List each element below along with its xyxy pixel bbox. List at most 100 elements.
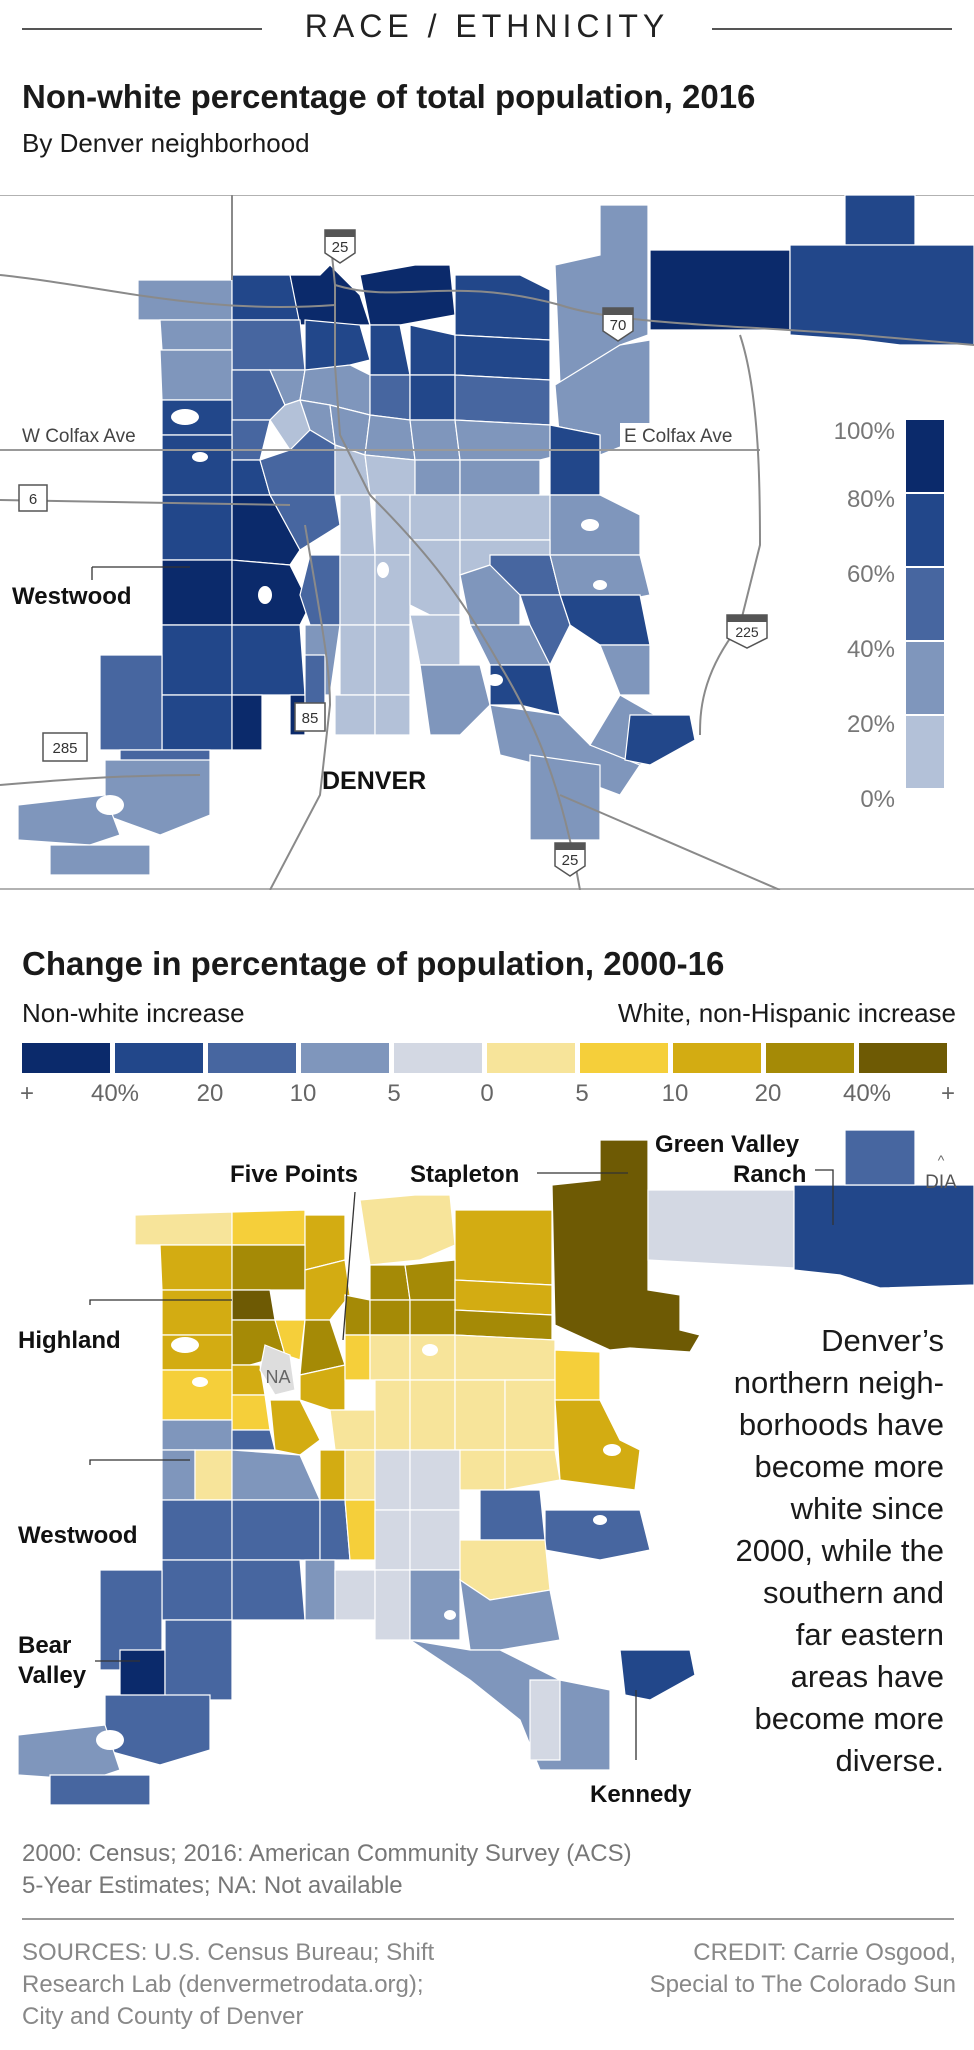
map1-tract-ruby-hill bbox=[231, 694, 263, 751]
map1-legend: 100% 80% 60% 40% 20% 0% bbox=[834, 418, 944, 813]
map2-white-increase-label: White, non-Hispanic increase bbox=[617, 998, 956, 1028]
annotation-line: 2000, while the bbox=[735, 1533, 944, 1568]
lake bbox=[377, 562, 389, 578]
label-westwood-2: Westwood bbox=[18, 1522, 138, 1549]
map2-tract bbox=[161, 1419, 233, 1451]
legend2-swatch-1 bbox=[22, 1043, 110, 1073]
legend2-label-10-right: 10 bbox=[661, 1080, 689, 1107]
map2-tract bbox=[104, 1694, 211, 1766]
annotation-line: far eastern bbox=[795, 1617, 944, 1652]
map1-tract bbox=[599, 644, 651, 696]
label-kennedy: Kennedy bbox=[590, 1781, 692, 1808]
map1-nonwhite-2016: 25 70 6 225 85 285 25 W bbox=[0, 195, 974, 890]
map2-lakes bbox=[96, 1337, 621, 1750]
road-us85 bbox=[269, 524, 332, 890]
label-highland: Highland bbox=[18, 1327, 121, 1354]
legend1-label-0: 0% bbox=[860, 786, 895, 813]
map2-tract bbox=[231, 1394, 271, 1431]
legend2-swatch-7 bbox=[580, 1043, 668, 1073]
map2-tract-hampden bbox=[409, 1639, 611, 1771]
lake bbox=[171, 1337, 199, 1353]
map2-tract bbox=[161, 1289, 233, 1336]
legend1-label-100: 100% bbox=[834, 418, 895, 445]
map1-tract bbox=[304, 319, 371, 371]
map2-neighborhoods bbox=[17, 1129, 974, 1806]
map1-tract bbox=[454, 334, 551, 381]
map1-tract bbox=[339, 554, 376, 626]
label-westwood: Westwood bbox=[12, 583, 132, 610]
map2-tract-westwood bbox=[161, 1499, 233, 1561]
map1-roads bbox=[0, 195, 974, 890]
map1-tract-hampden bbox=[489, 704, 641, 796]
sources-line: City and County of Denver bbox=[22, 2003, 304, 2030]
map1-tract bbox=[374, 624, 411, 696]
lake bbox=[422, 1344, 438, 1356]
credit: CREDIT: Carrie Osgood, Special to The Co… bbox=[650, 1937, 956, 2001]
road-label-e-colfax: E Colfax Ave bbox=[624, 426, 732, 447]
legend1-swatch-60-80 bbox=[906, 494, 944, 566]
map1-tract-gvr bbox=[789, 244, 974, 346]
road-southeast bbox=[559, 794, 781, 890]
lake bbox=[593, 1515, 607, 1525]
map2-annotation: Denver’s northern neigh- borhoods have b… bbox=[644, 1320, 944, 1782]
map1-subtitle: By Denver neighborhood bbox=[22, 128, 310, 158]
shield-us6: 6 bbox=[18, 484, 48, 512]
legend2-label-40-right: 40% bbox=[842, 1080, 892, 1107]
map2-tract bbox=[231, 1499, 321, 1561]
label-denver: DENVER bbox=[322, 767, 426, 795]
map2-tract bbox=[554, 1399, 641, 1491]
legend2-swatch-10 bbox=[859, 1043, 947, 1073]
map2-tract-bear-valley bbox=[119, 1649, 166, 1701]
map2-tract bbox=[374, 1569, 411, 1641]
map2-tract-kennedy bbox=[619, 1649, 696, 1701]
annotation-line: white since bbox=[790, 1491, 944, 1526]
legend2-label-5-right: 5 bbox=[575, 1080, 589, 1107]
map2-tract bbox=[454, 1279, 553, 1316]
label-bear-valley-1: Bear bbox=[18, 1632, 71, 1659]
legend2-label-20-left: 20 bbox=[196, 1080, 224, 1107]
map2-tract bbox=[231, 1209, 306, 1246]
annotation-line: areas have bbox=[790, 1659, 944, 1694]
map2-tract bbox=[231, 1429, 276, 1451]
map1-title: Non-white percentage of total population… bbox=[22, 78, 756, 115]
map2-tract bbox=[454, 1379, 506, 1451]
kicker-text: RACE / ETHNICITY bbox=[290, 8, 684, 44]
map2-change-2000-16: Five Points Stapleton Green Valley Ranch… bbox=[17, 1129, 974, 1808]
map2-tract bbox=[454, 1209, 553, 1286]
legend2-swatch-9 bbox=[766, 1043, 854, 1073]
footer-divider bbox=[22, 1918, 954, 1920]
legend2-swatch-2 bbox=[115, 1043, 203, 1073]
legend2-swatch-3 bbox=[208, 1043, 296, 1073]
map1-tract bbox=[414, 459, 461, 496]
shield-us85: 85 bbox=[294, 702, 326, 732]
lake bbox=[487, 674, 503, 686]
map2-tract-highland bbox=[231, 1289, 276, 1321]
map1-tract bbox=[419, 664, 491, 736]
map2-tract bbox=[409, 1509, 461, 1571]
annotation-line: become more bbox=[754, 1701, 944, 1736]
road-label-w-colfax: W Colfax Ave bbox=[22, 426, 136, 447]
map2-tract bbox=[479, 1489, 546, 1541]
map1-tract bbox=[409, 494, 461, 541]
legend2-label-0: 0 bbox=[480, 1080, 494, 1107]
lake bbox=[581, 519, 599, 531]
map1-tract bbox=[844, 195, 916, 246]
shield-us285-label: 285 bbox=[52, 740, 77, 757]
map1-tract bbox=[17, 794, 121, 846]
annotation-line: diverse. bbox=[835, 1743, 944, 1778]
legend2-label-plus-left: + bbox=[19, 1080, 35, 1107]
map1-tract bbox=[99, 654, 163, 751]
map2-tract-gvr bbox=[793, 1184, 974, 1289]
label-dia: DIA bbox=[925, 1172, 957, 1193]
shield-i25-bottom: 25 bbox=[554, 842, 586, 877]
legend1-label-60: 60% bbox=[847, 561, 895, 588]
map1-tract bbox=[549, 424, 601, 496]
map1-tract bbox=[339, 494, 376, 556]
map2-tract bbox=[334, 1569, 376, 1621]
map2-tract bbox=[504, 1379, 556, 1451]
road-i25-north bbox=[329, 234, 371, 496]
shield-i25-top-label: 25 bbox=[332, 239, 349, 256]
road-i25-south bbox=[369, 494, 581, 890]
map1-tract bbox=[459, 564, 521, 626]
legend2-label-40-left: 40% bbox=[90, 1080, 140, 1107]
